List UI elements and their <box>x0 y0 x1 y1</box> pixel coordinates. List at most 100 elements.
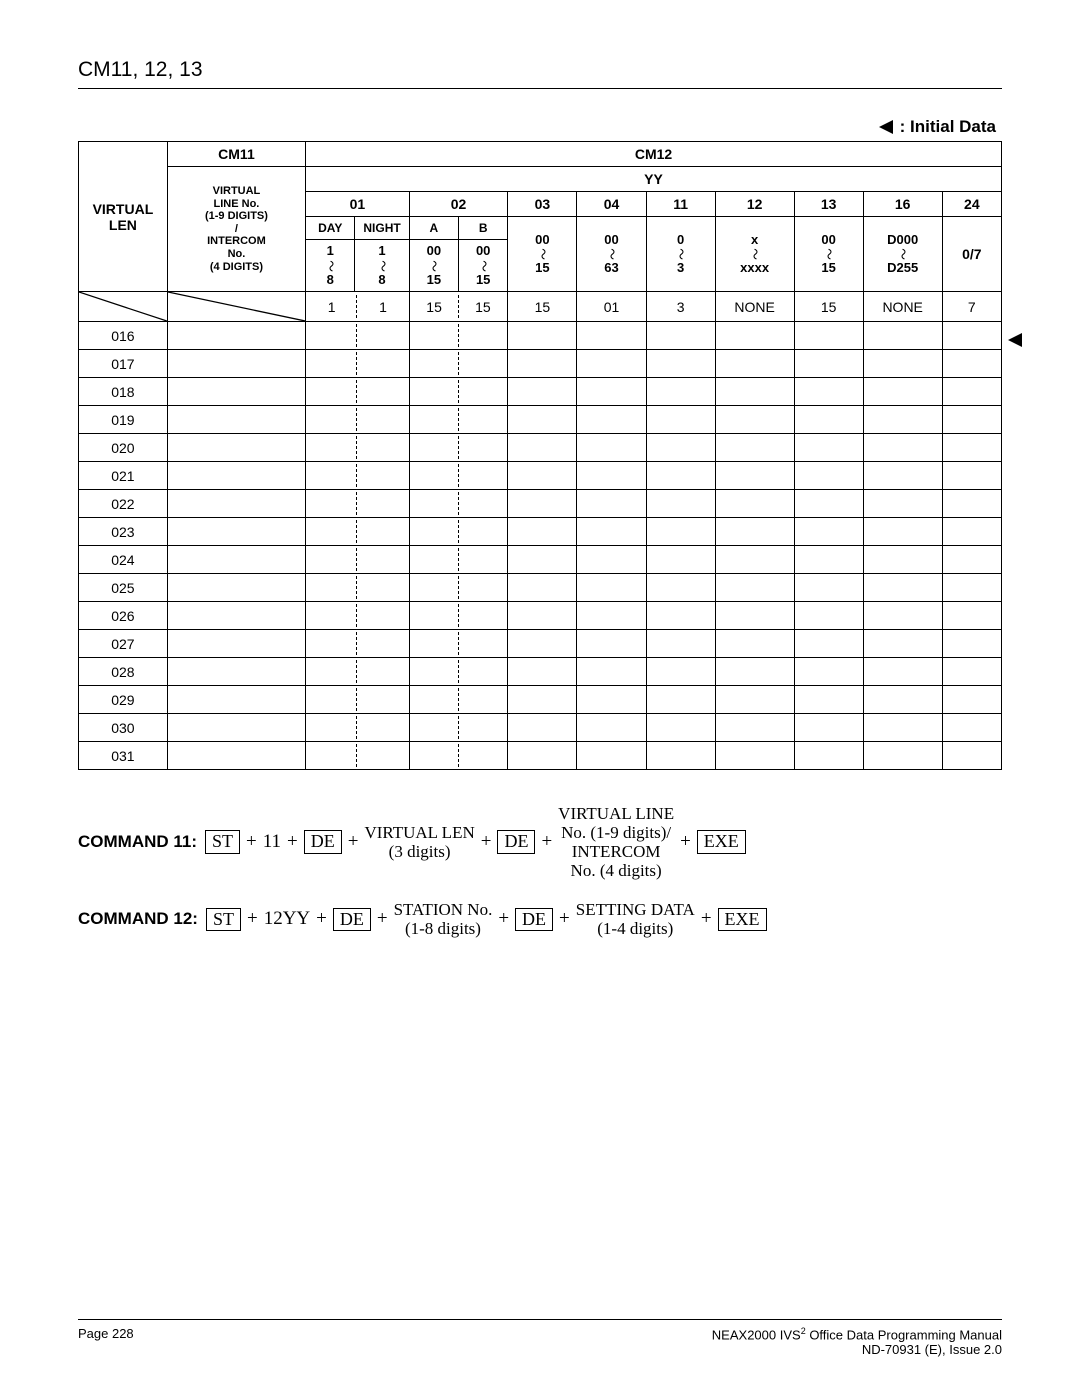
cell <box>577 378 646 406</box>
cell <box>863 462 942 490</box>
range-02a: 00〜15 <box>409 240 458 292</box>
cell <box>863 350 942 378</box>
footer-page: Page 228 <box>78 1326 134 1357</box>
table-row: 023 <box>79 518 1002 546</box>
cell <box>942 658 1001 686</box>
cell <box>715 686 794 714</box>
cell <box>794 574 863 602</box>
plus: + <box>316 908 327 930</box>
range-13: 00〜15 <box>794 217 863 292</box>
cell-01 <box>306 378 410 406</box>
range-02b: 00〜15 <box>459 240 508 292</box>
cell <box>863 630 942 658</box>
range-11: 0〜3 <box>646 217 715 292</box>
cell <box>646 630 715 658</box>
cell <box>508 742 577 770</box>
cell-02 <box>409 378 508 406</box>
key-de: DE <box>333 908 371 932</box>
command-12-line: COMMAND 12: ST + 12YY + DE + STATION No.… <box>78 900 1002 938</box>
cell <box>794 686 863 714</box>
diag-cell-2 <box>167 292 305 322</box>
cell-01 <box>306 518 410 546</box>
cell <box>646 518 715 546</box>
cell <box>646 322 715 350</box>
cell <box>508 546 577 574</box>
command-11-line: COMMAND 11: ST + 11 + DE + VIRTUAL LEN (… <box>78 804 1002 880</box>
cell <box>715 574 794 602</box>
cmd11-vlen: VIRTUAL LEN (3 digits) <box>364 823 474 861</box>
sub-b: B <box>459 217 508 240</box>
triangle-left-icon <box>879 120 893 134</box>
cell-02 <box>409 714 508 742</box>
cell <box>715 630 794 658</box>
cell-01 <box>306 350 410 378</box>
cell-02 <box>409 490 508 518</box>
cell <box>715 490 794 518</box>
cell <box>863 490 942 518</box>
cell <box>577 742 646 770</box>
cell <box>942 686 1001 714</box>
cell <box>715 378 794 406</box>
cell-01 <box>306 406 410 434</box>
cell <box>794 322 863 350</box>
cell <box>715 350 794 378</box>
cell-02 <box>409 602 508 630</box>
cell <box>794 658 863 686</box>
yy-04: 04 <box>577 192 646 217</box>
range-01b: 1〜8 <box>355 240 409 292</box>
len-cell: 029 <box>79 686 168 714</box>
cell <box>577 322 646 350</box>
cell-01 <box>306 574 410 602</box>
cell-01 <box>306 322 410 350</box>
init-12: NONE <box>715 292 794 322</box>
cell <box>794 434 863 462</box>
plus: + <box>541 831 552 853</box>
cm11-header: CM11 <box>167 142 305 167</box>
table-row: 021 <box>79 462 1002 490</box>
cell <box>794 630 863 658</box>
plus: + <box>559 908 570 930</box>
cm11-cell <box>167 490 305 518</box>
cell <box>863 546 942 574</box>
cell <box>715 462 794 490</box>
cell <box>794 378 863 406</box>
len-cell: 016 <box>79 322 168 350</box>
cell <box>794 490 863 518</box>
table-row: 031 <box>79 742 1002 770</box>
cell <box>942 322 1001 350</box>
cell-02 <box>409 434 508 462</box>
key-exe: EXE <box>697 830 746 854</box>
cell <box>508 658 577 686</box>
plus: + <box>287 831 298 853</box>
cell <box>794 714 863 742</box>
len-cell: 018 <box>79 378 168 406</box>
yy-02: 02 <box>409 192 508 217</box>
header-title: CM11, 12, 13 <box>78 58 1002 82</box>
cell <box>794 462 863 490</box>
len-cell: 025 <box>79 574 168 602</box>
sub-a: A <box>409 217 458 240</box>
cell <box>577 574 646 602</box>
len-cell: 022 <box>79 490 168 518</box>
cell <box>646 546 715 574</box>
cell-01 <box>306 658 410 686</box>
cell-01 <box>306 546 410 574</box>
yy-11: 11 <box>646 192 715 217</box>
key-de: DE <box>497 830 535 854</box>
cell <box>863 714 942 742</box>
cell <box>577 714 646 742</box>
init-11: 3 <box>646 292 715 322</box>
plus: + <box>701 908 712 930</box>
cm11-sub-header: VIRTUAL LINE No. (1-9 DIGITS) / INTERCOM… <box>167 167 305 292</box>
cm11-cell <box>167 742 305 770</box>
initial-data-legend: : Initial Data <box>78 117 1002 137</box>
cm11-cell <box>167 602 305 630</box>
cell <box>863 574 942 602</box>
cell <box>863 602 942 630</box>
plus: + <box>680 831 691 853</box>
cell <box>508 462 577 490</box>
cell <box>715 546 794 574</box>
key-st: ST <box>206 908 241 932</box>
table-row: 016 <box>79 322 1002 350</box>
cell <box>646 490 715 518</box>
